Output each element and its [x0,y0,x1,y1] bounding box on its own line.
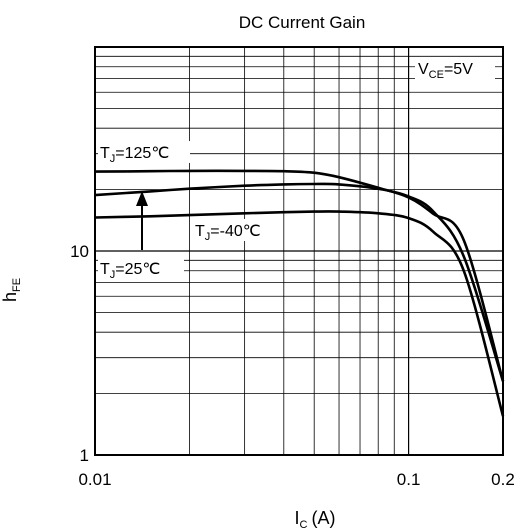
plot-frame [94,46,504,456]
y-tick-labels: 1 10 [70,242,89,465]
series-label-25: TJ=25℃ [100,261,160,281]
series-line-2 [94,210,505,417]
y-tick-label: 1 [80,446,89,465]
series-label-bg-m40 [192,219,280,241]
x-axis-label: IC (A) [295,508,336,531]
x-tick-labels: 0.01 0.1 0.2 [78,470,514,489]
x-tick-label: 0.1 [397,470,421,489]
series-label-m40: TJ=-40℃ [195,223,261,243]
series-label-bg-125 [98,141,190,163]
condition-label-bg [415,57,495,79]
x-tick-label: 0.2 [491,470,515,489]
series-label-125: TJ=125℃ [100,145,169,165]
series-line-0 [94,169,505,382]
x-tick-label: 0.01 [78,470,111,489]
series-25-arrow-head [136,191,148,206]
series-line-1 [94,182,505,382]
condition-label: VCE=5V [418,61,473,81]
series-lines [94,169,505,417]
chart-title: DC Current Gain [239,13,366,32]
series-label-bg-25 [98,257,184,279]
y-tick-label: 10 [70,242,89,261]
y-axis-label: hFE [0,278,23,302]
